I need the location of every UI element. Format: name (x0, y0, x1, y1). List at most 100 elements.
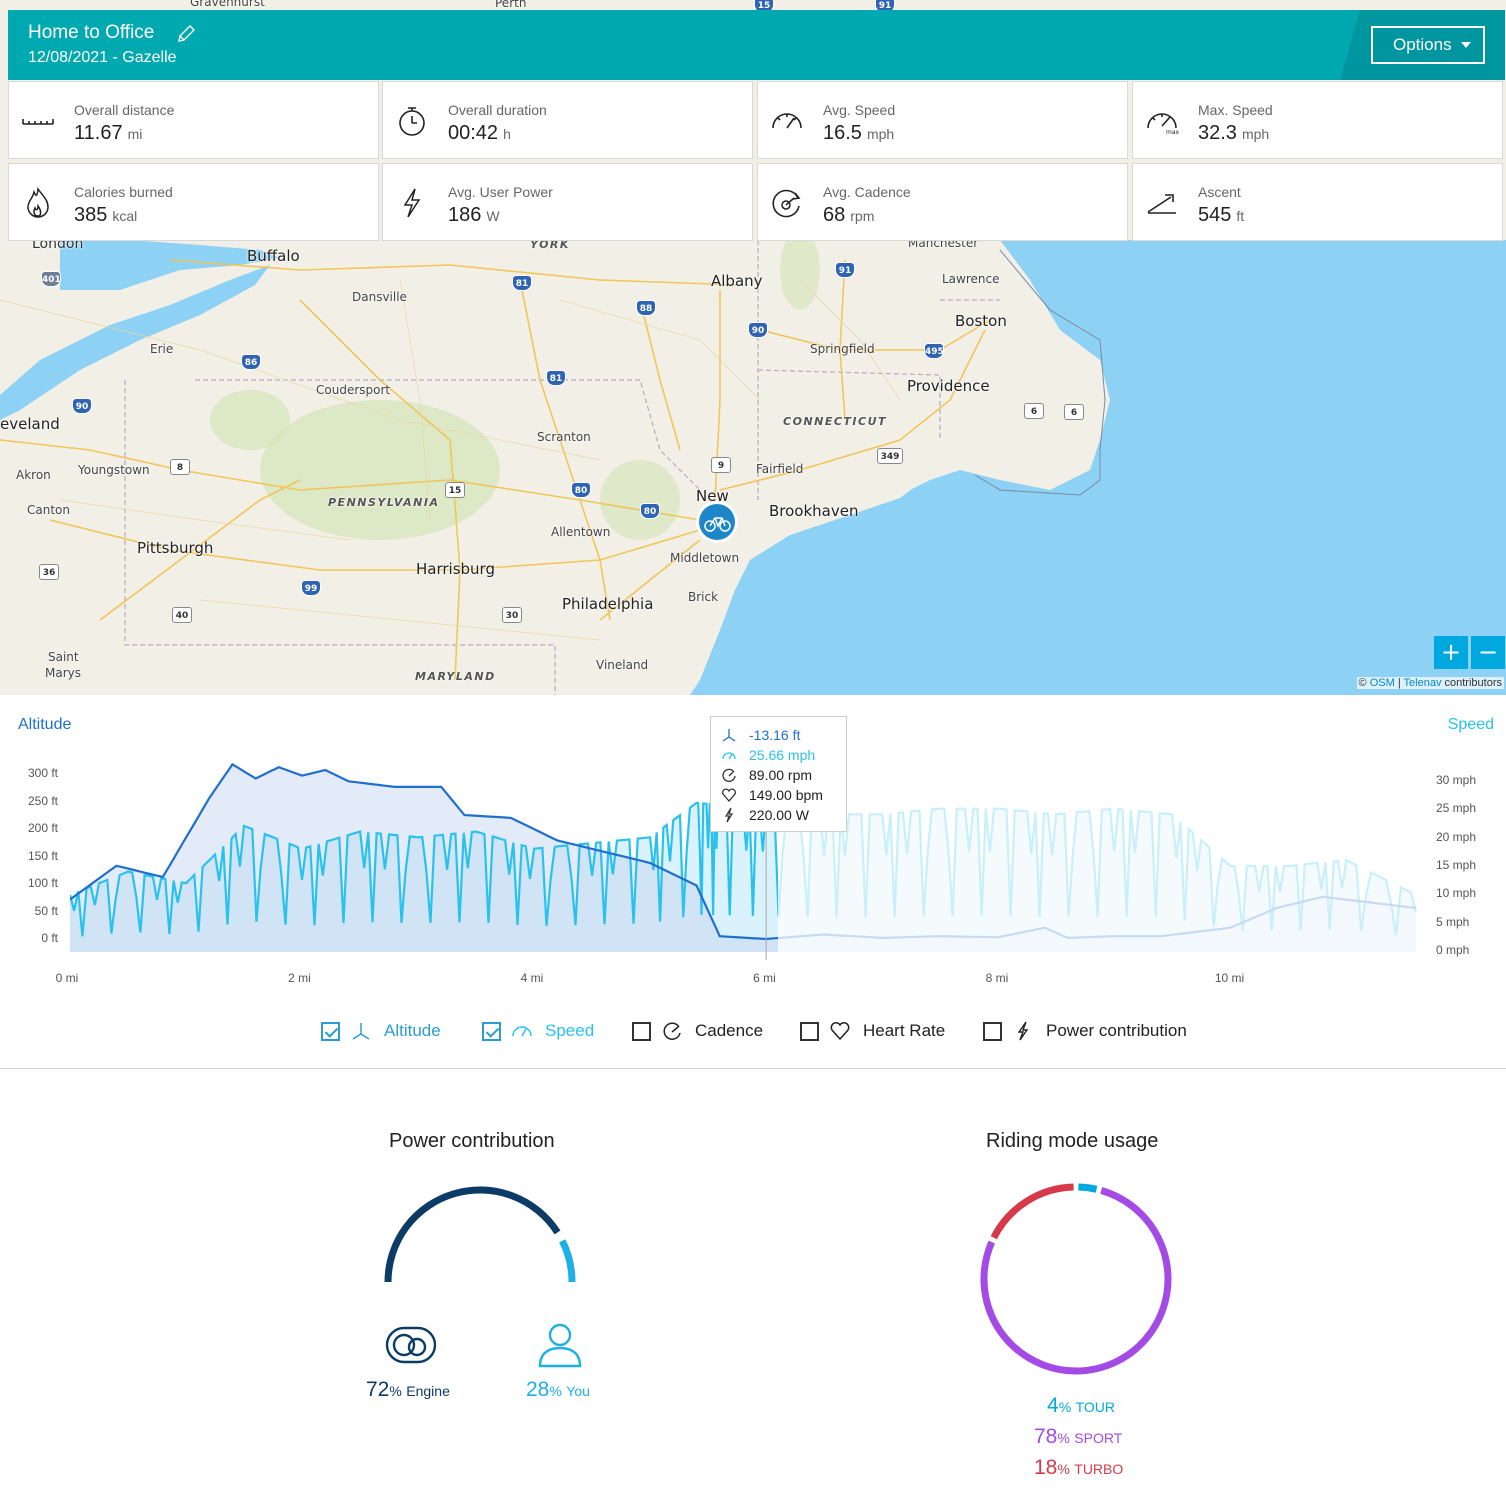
telenav-link[interactable]: Telenav (1403, 677, 1442, 689)
sport-percentage: 78% SPORT (1034, 1425, 1122, 1449)
map-label-harrisburg: Harrisburg (416, 560, 495, 578)
highway-shield: 30 (502, 607, 522, 623)
chart-legend: Altitude Speed Cadence Heart Rate Power … (0, 1015, 1506, 1047)
highway-shield: 80 (571, 482, 591, 498)
map-label-perth: Perth (495, 0, 527, 10)
map-label-middletown: Middletown (670, 551, 740, 565)
user-icon (538, 1323, 582, 1368)
stat-label: Avg. User Power (448, 184, 553, 200)
cadence-checkbox[interactable] (632, 1021, 651, 1041)
highway-shield: 90 (748, 322, 768, 338)
stat-unit: rpm (850, 208, 875, 224)
stat-value: 00:42 (448, 122, 499, 144)
map-label-providence: Providence (907, 377, 990, 395)
speed-axis-title: Speed (1447, 716, 1494, 733)
stat-unit: mph (1241, 126, 1270, 142)
legend-speed-toggle[interactable]: Speed (482, 1015, 594, 1047)
highway-shield: 40 (172, 607, 192, 623)
map-label-erie: Erie (150, 342, 174, 356)
highway-shield: 80 (640, 503, 660, 519)
map-label-gravenhurst: Gravenhurst (190, 0, 265, 9)
map-attribution: © OSM | Telenav contributors (1356, 677, 1504, 689)
tour-label: TOUR (1075, 1399, 1116, 1415)
ride-subtitle: 12/08/2021 - Gazelle (28, 49, 177, 66)
zoom-in-button[interactable]: + (1434, 636, 1468, 669)
bike-position-marker (696, 501, 738, 543)
altitude-axis-title: Altitude (18, 716, 72, 733)
map-label-coudersport: Coudersport (316, 383, 391, 397)
altitude-tick-label: 150 ft (27, 848, 58, 863)
map-label-akron: Akron (16, 468, 51, 482)
legend-power-toggle[interactable]: Power contribution (983, 1015, 1187, 1047)
highway-shield: 91 (835, 262, 855, 278)
zoom-out-button[interactable]: − (1471, 636, 1505, 669)
options-button[interactable]: Options (1371, 26, 1485, 64)
altitude-tick-label: 100 ft (27, 876, 58, 890)
legend-label: Speed (545, 1021, 595, 1040)
tooltip-speed: 25.66 mph (749, 747, 816, 763)
speedometer-icon (722, 752, 736, 760)
stat-value: 186 (448, 204, 482, 226)
tooltip-altitude: -13.16 ft (749, 727, 801, 743)
altitude-tick-label: 200 ft (27, 821, 58, 835)
pencil-icon[interactable] (176, 24, 196, 44)
you-value: 28 (526, 1378, 550, 1401)
legend-label: Heart Rate (863, 1021, 946, 1040)
percent-sign: % (549, 1383, 562, 1399)
distance-tick-label: 10 mi (1214, 971, 1245, 985)
altitude-checkbox[interactable] (321, 1021, 340, 1041)
stat-unit: mi (127, 126, 143, 142)
stat-unit: h (503, 126, 511, 142)
legend-altitude-toggle[interactable]: Altitude (321, 1015, 441, 1047)
cadence-icon (663, 1022, 681, 1040)
lightning-icon (1017, 1021, 1029, 1041)
distance-tick-label: 6 mi (753, 971, 776, 985)
ascent-icon (1147, 194, 1176, 214)
map-label-brookhaven: Brookhaven (769, 502, 859, 520)
cadence-icon (722, 768, 736, 782)
highway-shield: 6 (1024, 403, 1044, 419)
altitude-icon (352, 1023, 370, 1040)
turbo-value: 18 (1034, 1456, 1058, 1479)
legend-cadence-toggle[interactable]: Cadence (632, 1015, 763, 1047)
map-label-scranton: Scranton (537, 430, 591, 444)
osm-link[interactable]: OSM (1369, 677, 1395, 689)
map-label-boston: Boston (955, 312, 1007, 330)
power-checkbox[interactable] (983, 1021, 1002, 1041)
map-label-new: New (696, 487, 729, 505)
map-label-cleveland: eveland (0, 415, 60, 433)
map-label-vineland: Vineland (596, 658, 649, 672)
you-label: You (566, 1383, 590, 1399)
percent-sign: % (1058, 1399, 1072, 1415)
stat-label: Overall distance (74, 102, 175, 118)
flame-icon (27, 186, 49, 218)
ruler-icon (22, 119, 54, 125)
tooltip-power: 220.00 W (749, 807, 809, 823)
stopwatch-icon (399, 107, 425, 136)
sport-value: 78 (1034, 1425, 1058, 1448)
legend-label: Altitude (384, 1021, 441, 1040)
highway-shield: 81 (546, 370, 566, 386)
speed-tick-label: 25 mph (1436, 801, 1477, 816)
engine-icon (385, 1326, 437, 1364)
speed-checkbox[interactable] (482, 1021, 501, 1041)
highway-shield: 90 (72, 398, 92, 414)
power-contribution-gauge (384, 1186, 576, 1283)
stat-unit: W (486, 208, 500, 224)
heart-icon (830, 1022, 850, 1041)
map-label-albany: Albany (711, 272, 763, 290)
map-label-pittsburgh: Pittsburgh (137, 539, 214, 557)
stat-value: 11.67 (74, 122, 123, 144)
speed-tick-label: 5 mph (1436, 914, 1470, 929)
lightning-icon (724, 807, 734, 823)
map-label-brick: Brick (688, 590, 719, 604)
highway-shield: 9 (711, 457, 731, 473)
legend-heart-rate-toggle[interactable]: Heart Rate (800, 1015, 945, 1047)
engine-value: 72 (366, 1378, 390, 1401)
heart-rate-checkbox[interactable] (800, 1021, 819, 1041)
legend-label: Cadence (695, 1021, 764, 1040)
stat-card: Calories burned 385 kcal (8, 163, 379, 241)
highway-shield: 8 (170, 459, 190, 475)
tour-percentage: 4% TOUR (1047, 1394, 1115, 1418)
stat-label: Ascent (1198, 184, 1241, 200)
